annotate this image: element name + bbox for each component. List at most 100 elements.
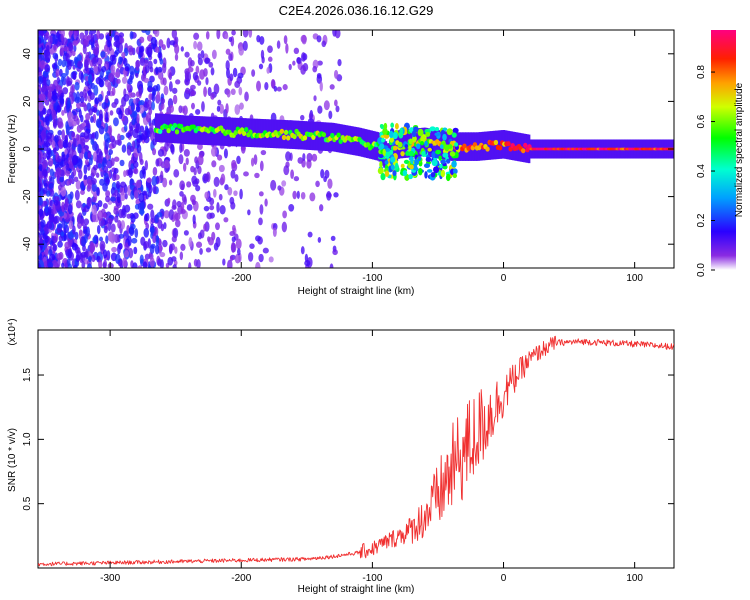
spectrogram-cell	[139, 57, 146, 66]
spectrogram-cell	[144, 59, 149, 67]
spectrogram-cell	[117, 219, 122, 229]
spectrogram-cell	[46, 222, 53, 229]
spectrogram-cell	[108, 72, 114, 83]
spectrogram-cell	[58, 139, 64, 149]
spectrogram-cell	[107, 39, 112, 48]
spectrogram-cell	[208, 61, 214, 68]
spectrogram-cell	[53, 200, 59, 206]
spectrogram-cell	[197, 154, 204, 166]
spectrogram-cell	[262, 247, 269, 254]
spectrogram-cell	[82, 88, 87, 99]
spectrogram-cell	[39, 93, 46, 101]
spectrogram-cell	[128, 167, 133, 178]
spectrogram-cell	[339, 124, 342, 153]
spectrogram-cell	[434, 127, 440, 132]
spectrogram-cell	[98, 162, 102, 169]
spectrogram-cell	[431, 159, 438, 167]
spectrogram-cell	[38, 75, 44, 85]
spectrogram-cell	[55, 167, 62, 176]
spectrogram-cell	[42, 152, 47, 160]
spectrogram-cell	[319, 81, 323, 92]
spectrogram-cell	[312, 65, 318, 73]
spectrogram-cell	[306, 152, 313, 162]
spectrogram-cell	[119, 36, 125, 44]
spectrogram-cell	[186, 204, 193, 211]
spectrogram-cell	[174, 129, 180, 135]
spectrogram-cell	[71, 50, 76, 57]
spectrogram-cell	[72, 137, 77, 148]
spectrogram-cell	[330, 235, 336, 242]
spectrogram-cell	[211, 160, 217, 168]
spectrogram-cell	[197, 143, 203, 151]
spectrogram-cell	[97, 211, 103, 218]
spectrogram-cell	[73, 114, 79, 122]
spectrogram-cell	[487, 131, 490, 160]
snr-panel: -300 -200 -100 0 100 0.5 1.0 1.5 Height of str…	[7, 318, 675, 595]
spectrogram-cell	[169, 40, 176, 46]
spectrogram-cell	[193, 32, 200, 40]
spectrogram-cell	[285, 151, 291, 162]
spectrogram-cell	[234, 253, 241, 264]
spectrogram-cell	[75, 180, 81, 190]
spectrogram-cell	[43, 200, 48, 207]
spectrogram-y-tick-label: -40	[22, 237, 33, 252]
spectrogram-cell	[523, 142, 528, 148]
spectrogram-cell	[382, 148, 387, 157]
spectrogram-cell	[69, 91, 74, 97]
spectrogram-cell	[83, 34, 88, 42]
spectrogram-cell	[317, 105, 323, 114]
spectrogram-cell	[173, 114, 177, 144]
spectrogram-cell	[91, 196, 97, 203]
spectrogram-cell	[57, 121, 64, 129]
spectrogram-cell	[452, 127, 459, 134]
spectrogram-cell	[237, 248, 241, 256]
spectrogram-cell	[109, 110, 114, 116]
spectrogram-cell	[215, 222, 220, 231]
spectrogram-cell	[95, 172, 100, 178]
spectrogram-cell	[131, 140, 136, 150]
spectrogram-cell	[155, 66, 159, 74]
spectrogram-cell	[378, 154, 384, 159]
spectrogram-cell	[163, 222, 167, 230]
spectrogram-cell	[259, 204, 264, 215]
spectrogram-cell	[270, 179, 277, 191]
spectrogram-cell	[103, 132, 110, 143]
spectrogram-cell	[197, 232, 202, 240]
spectrogram-cell	[56, 104, 61, 113]
colorbar-gradient	[711, 30, 736, 270]
snr-y-axis-label: SNR (10 * v/v)	[7, 428, 18, 492]
spectrogram-cell	[139, 254, 144, 264]
colorbar-tick-label: 0.4	[696, 164, 707, 178]
spectrogram-cell	[497, 145, 503, 151]
spectrogram-cell	[89, 67, 94, 74]
spectrogram-cell	[80, 181, 85, 190]
spectrogram-cell	[162, 239, 168, 248]
spectrogram-cell	[42, 70, 48, 79]
spectrogram-cell	[159, 245, 163, 252]
snr-x-ticks: -300 -200 -100 0 100	[100, 330, 643, 584]
spectrogram-cell	[121, 76, 128, 84]
spectrogram-cell	[210, 92, 215, 100]
spectrogram-cell	[192, 71, 198, 81]
spectrogram-cell	[73, 44, 77, 53]
spectrogram-cell	[96, 154, 102, 163]
spectrogram-cell	[178, 154, 184, 165]
spectrogram-cell	[57, 223, 63, 229]
spectrogram-cell	[160, 170, 164, 182]
spectrogram-cell	[88, 108, 94, 116]
spectrogram-cell	[239, 188, 243, 200]
spectrogram-cell	[149, 226, 155, 234]
spectrogram-cell	[174, 36, 179, 44]
spectrogram-cell	[145, 212, 150, 222]
spectrogram-cell	[392, 136, 396, 166]
spectrogram-cell	[315, 180, 320, 188]
spectrogram-cell	[139, 200, 145, 212]
spectrogram-cell	[185, 87, 191, 95]
spectrogram-cell	[149, 257, 155, 268]
spectrogram-cell	[168, 72, 173, 81]
spectrogram-cell	[47, 261, 54, 268]
spectrogram-cell	[136, 144, 142, 154]
spectrogram-cell	[183, 230, 189, 236]
spectrogram-cell	[71, 242, 78, 251]
spectrogram-cell	[138, 152, 143, 163]
